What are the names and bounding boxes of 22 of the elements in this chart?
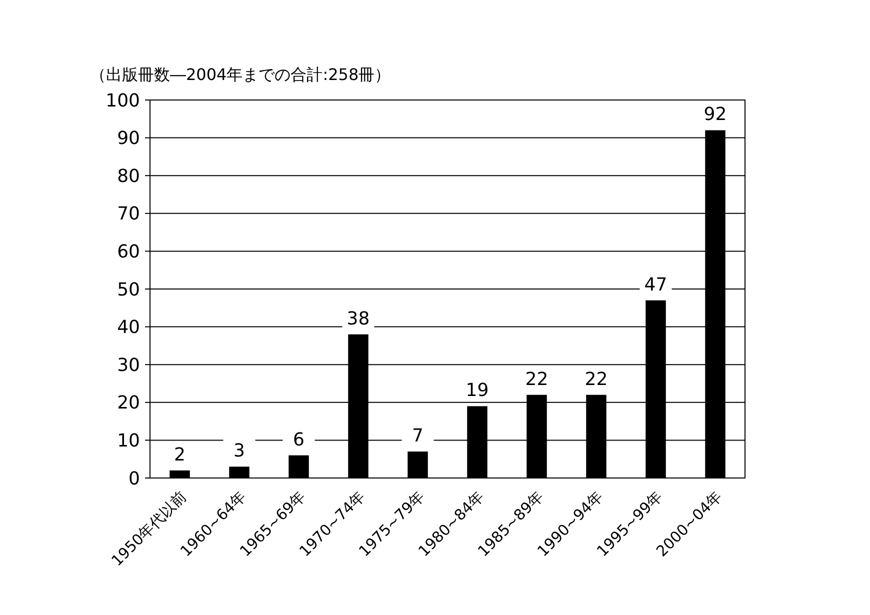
y-tick-label: 30: [117, 354, 140, 376]
data-label: 47: [644, 274, 668, 296]
data-label: 6: [293, 429, 304, 450]
y-tick-label: 100: [106, 90, 140, 112]
y-tick-label: 90: [117, 128, 140, 150]
data-label: 7: [412, 426, 424, 447]
y-tick-label: 70: [117, 204, 140, 225]
data-label: 19: [466, 380, 489, 402]
data-label: 22: [584, 368, 608, 390]
y-tick-label: 20: [117, 392, 140, 414]
data-label: 22: [525, 368, 548, 390]
y-tick-label: 50: [117, 279, 140, 300]
chart-title: （出版冊数―2004年までの合計:258冊）: [90, 65, 391, 84]
y-tick-label: 0: [128, 468, 140, 490]
data-label: 2: [174, 444, 186, 466]
y-tick-label: 10: [117, 430, 140, 452]
data-label: 38: [346, 308, 370, 330]
y-tick-label: 40: [117, 317, 140, 338]
data-label: 92: [704, 104, 727, 126]
y-tick-label: 80: [117, 166, 140, 187]
data-label: 3: [234, 440, 245, 462]
y-tick-label: 60: [117, 242, 140, 262]
